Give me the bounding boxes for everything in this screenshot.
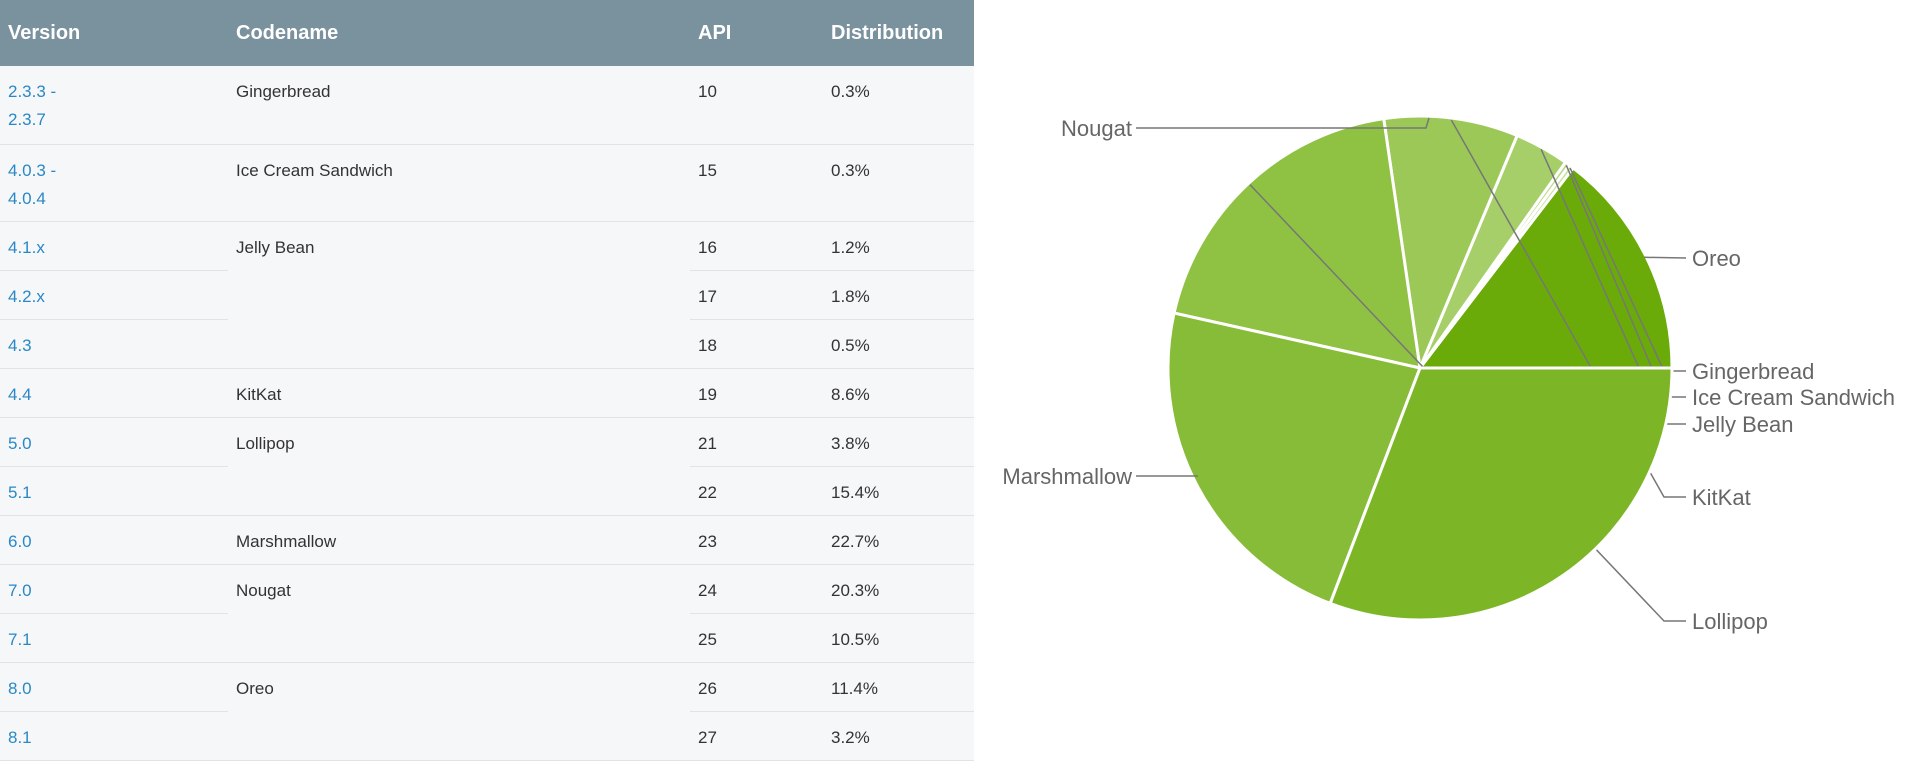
table-row: 4.4 KitKat 19 8.6%: [0, 368, 974, 418]
table-row: 4.3 18 0.5%: [0, 319, 974, 369]
api-cell: 25: [690, 613, 823, 663]
distribution-table: Version Codename API Distribution 2.3.3 …: [0, 0, 974, 761]
distribution-cell: 0.5%: [823, 319, 974, 369]
version-link[interactable]: 4.4: [0, 368, 228, 418]
codename-cell: Oreo: [228, 662, 690, 761]
version-link[interactable]: 4.2.x: [0, 270, 228, 320]
leader-line-oreo: [1644, 256, 1687, 259]
distribution-cell: 3.2%: [823, 711, 974, 761]
version-link[interactable]: 4.1.x: [0, 221, 228, 271]
codename-cell: Nougat: [228, 564, 690, 663]
version-link[interactable]: 2.3.3 - 2.3.7: [0, 66, 228, 145]
table-row: 4.2.x 17 1.8%: [0, 270, 974, 320]
codename-cell: KitKat: [228, 368, 690, 418]
version-link[interactable]: 8.1: [0, 711, 228, 761]
pie-label-oreo: Oreo: [1692, 246, 1741, 271]
leader-line-nougat: [1136, 117, 1430, 129]
header-codename: Codename: [228, 0, 690, 66]
table-row: 2.3.3 - 2.3.7 Gingerbread 10 0.3%: [0, 66, 974, 145]
distribution-cell: 1.2%: [823, 221, 974, 271]
distribution-cell: 11.4%: [823, 662, 974, 712]
codename-cell: Jelly Bean: [228, 221, 690, 369]
codename-cell: Ice Cream Sandwich: [228, 144, 690, 222]
header-distribution: Distribution: [823, 0, 974, 66]
distribution-cell: 15.4%: [823, 466, 974, 516]
leader-line-lollipop: [1249, 184, 1686, 622]
version-link[interactable]: 7.0: [0, 564, 228, 614]
distribution-cell: 20.3%: [823, 564, 974, 614]
table-row: 4.1.x Jelly Bean 16 1.2%: [0, 221, 974, 369]
api-cell: 17: [690, 270, 823, 320]
api-cell: 18: [690, 319, 823, 369]
pie-slice-oreo: [1416, 165, 1674, 370]
distribution-cell: 3.8%: [823, 417, 974, 467]
table-row: 5.0 Lollipop 21 3.8%: [0, 417, 974, 516]
pie-label-gingerbread: Gingerbread: [1692, 359, 1814, 384]
table-row: 5.1 22 15.4%: [0, 466, 974, 516]
version-link[interactable]: 6.0: [0, 515, 228, 565]
table-row: 4.0.3 - 4.0.4 Ice Cream Sandwich 15 0.3%: [0, 144, 974, 222]
distribution-cell: 22.7%: [823, 515, 974, 565]
leader-line-kitkat: [1450, 119, 1686, 498]
table-row: 7.0 Nougat 24 20.3%: [0, 564, 974, 663]
header-api: API: [690, 0, 823, 66]
version-link[interactable]: 4.0.3 - 4.0.4: [0, 144, 228, 222]
distribution-cell: 0.3%: [823, 144, 974, 222]
api-cell: 16: [690, 221, 823, 271]
version-link[interactable]: 4.3: [0, 319, 228, 369]
header-version: Version: [0, 0, 228, 66]
pie-label-nougat: Nougat: [1061, 116, 1132, 141]
api-cell: 22: [690, 466, 823, 516]
pie-label-marshmallow: Marshmallow: [1002, 464, 1132, 489]
pie-label-kitkat: KitKat: [1692, 485, 1751, 510]
codename-cell: Lollipop: [228, 417, 690, 516]
pie-slice-lollipop: [1172, 116, 1422, 370]
pie-slice-nougat: [1328, 366, 1674, 622]
version-link[interactable]: 7.1: [0, 613, 228, 663]
distribution-cell: 1.8%: [823, 270, 974, 320]
api-cell: 10: [690, 66, 823, 145]
table-row: 7.1 25 10.5%: [0, 613, 974, 663]
api-cell: 21: [690, 417, 823, 467]
api-cell: 24: [690, 564, 823, 614]
api-cell: 15: [690, 144, 823, 222]
table-header-row: Version Codename API Distribution: [0, 0, 974, 66]
table-body: 2.3.3 - 2.3.7 Gingerbread 10 0.3% 4.0.3 - 4.…: [0, 66, 974, 761]
table-row: 8.0 Oreo 26 11.4%: [0, 662, 974, 761]
api-cell: 26: [690, 662, 823, 712]
distribution-cell: 0.3%: [823, 66, 974, 145]
table-row: 6.0 Marshmallow 23 22.7%: [0, 515, 974, 565]
api-cell: 23: [690, 515, 823, 565]
version-link[interactable]: 8.0: [0, 662, 228, 712]
version-link[interactable]: 5.1: [0, 466, 228, 516]
distribution-cell: 8.6%: [823, 368, 974, 418]
pie-label-ice-cream-sandwich: Ice Cream Sandwich: [1692, 385, 1895, 410]
codename-cell: Gingerbread: [228, 66, 690, 145]
api-cell: 19: [690, 368, 823, 418]
api-cell: 27: [690, 711, 823, 761]
pie-label-lollipop: Lollipop: [1692, 609, 1768, 634]
distribution-table-container: Version Codename API Distribution 2.3.3 …: [0, 0, 974, 761]
pie-label-jelly-bean: Jelly Bean: [1692, 412, 1794, 437]
codename-cell: Marshmallow: [228, 515, 690, 565]
distribution-cell: 10.5%: [823, 613, 974, 663]
version-link[interactable]: 5.0: [0, 417, 228, 467]
